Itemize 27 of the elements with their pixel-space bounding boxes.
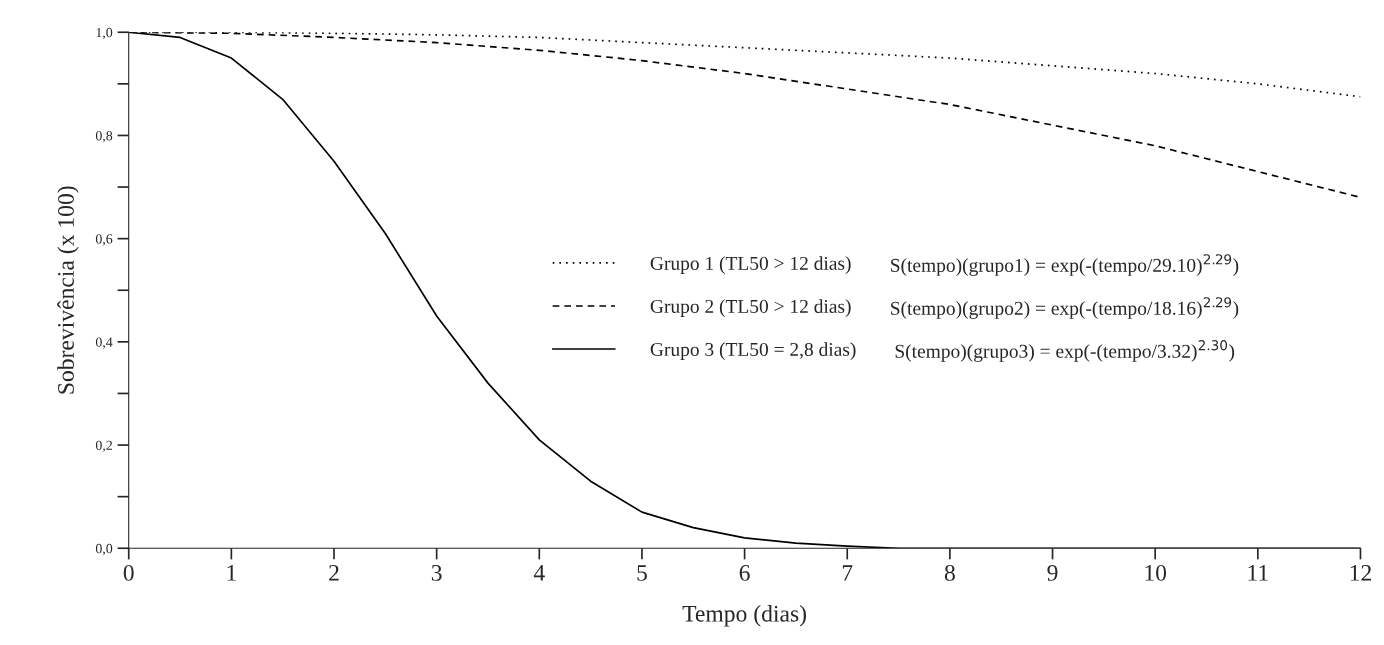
legend-label: Grupo 3 (TL50 = 2,8 dias)	[650, 342, 856, 360]
x-axis-title: Tempo (dias)	[682, 605, 806, 627]
legend-label: Grupo 1 (TL50 > 12 dias)	[650, 256, 851, 274]
x-tick-label: 0	[123, 564, 134, 581]
x-tick-label: 1	[227, 565, 236, 581]
legend-label: Grupo 2 (TL50 > 12 dias)	[650, 299, 851, 317]
y-tick-label: 1,0	[96, 27, 113, 40]
annotation: S(tempo)(grupo2) = exp(-(tempo/18.16)$^{2.29}$)	[891, 297, 1239, 319]
x-tick-label: 8	[944, 564, 955, 581]
x-tick-label: 10	[1145, 564, 1167, 581]
annotation: S(tempo)(grupo3) = exp(-(tempo/3.32)$^{2.30}$)	[895, 340, 1235, 362]
x-tick-label: 7	[842, 565, 853, 581]
x-tick-label: 12	[1350, 564, 1371, 581]
x-tick-label: 9	[1047, 564, 1058, 581]
y-tick-label: 0,6	[95, 234, 113, 246]
x-tick-label: 6	[739, 564, 750, 581]
annotation: S(tempo)(grupo1) = exp(-(tempo/29.10)$^{2.29}$)	[891, 254, 1239, 276]
x-tick-label: 3	[431, 564, 442, 581]
y-tick-label: 0,4	[95, 337, 113, 349]
x-tick-label: 5	[637, 565, 647, 581]
y-tick-label: 0,0	[95, 543, 113, 556]
x-tick-label: 4	[533, 565, 545, 581]
x-tick-label: 2	[329, 564, 339, 581]
y-tick-label: 0,8	[95, 131, 113, 143]
y-tick-label: 0,2	[95, 440, 112, 452]
y-axis-title: Sobrevivência (x 100)	[57, 186, 79, 394]
x-tick-label: 11	[1248, 565, 1268, 581]
